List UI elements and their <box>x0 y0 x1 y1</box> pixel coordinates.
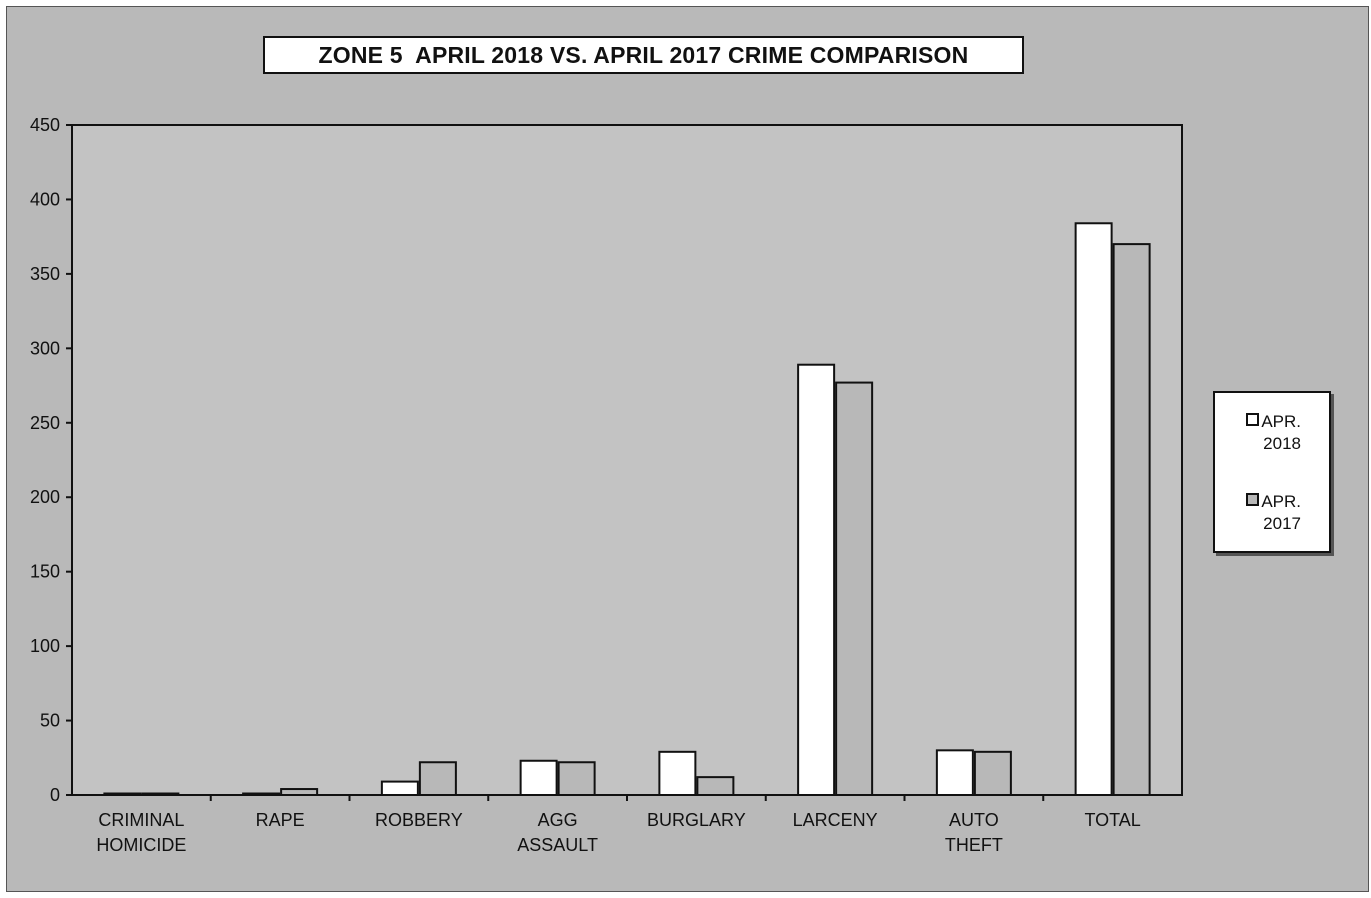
category-label-0-1: HOMICIDE <box>96 835 186 855</box>
category-label-2-0: ROBBERY <box>375 810 463 830</box>
y-tick-label-450: 450 <box>30 115 60 135</box>
y-tick-label-300: 300 <box>30 338 60 358</box>
category-label-1-0: RAPE <box>256 810 305 830</box>
plot-area <box>71 124 1183 796</box>
legend-swatch-2018 <box>1246 413 1260 426</box>
legend-label-2017-line1: APR. <box>1261 492 1301 511</box>
bar-2017-7 <box>1112 243 1151 797</box>
category-label-5-0: LARCENY <box>793 810 878 830</box>
bar-2017-5 <box>835 381 874 796</box>
bar-2018-2 <box>380 780 419 796</box>
bar-2017-3 <box>557 761 596 796</box>
legend-item-2018: APR. 2018 <box>1246 411 1301 455</box>
category-label-3-1: ASSAULT <box>517 835 598 855</box>
category-label-6-1: THEFT <box>945 835 1003 855</box>
bar-2017-4 <box>696 776 735 797</box>
bar-2018-6 <box>935 749 974 796</box>
category-label-4-0: BURGLARY <box>647 810 746 830</box>
bar-2018-3 <box>519 759 558 796</box>
legend-item-2017: APR. 2017 <box>1246 491 1301 535</box>
y-tick-label-350: 350 <box>30 264 60 284</box>
y-tick-label-50: 50 <box>40 711 60 731</box>
category-label-7-0: TOTAL <box>1084 810 1140 830</box>
bar-2017-6 <box>973 750 1012 796</box>
y-tick-label-400: 400 <box>30 189 60 209</box>
y-tick-label-0: 0 <box>50 785 60 805</box>
y-tick-label-150: 150 <box>30 562 60 582</box>
legend-swatch-2017 <box>1246 493 1260 506</box>
y-tick-label-200: 200 <box>30 487 60 507</box>
category-label-0-0: CRIMINAL <box>98 810 184 830</box>
legend-label-2018-line2: 2018 <box>1263 434 1301 453</box>
legend-label-2017-line2: 2017 <box>1263 514 1301 533</box>
bar-2018-5 <box>797 363 836 796</box>
category-label-6-0: AUTO <box>949 810 999 830</box>
y-tick-label-250: 250 <box>30 413 60 433</box>
chart-title: ZONE 5 APRIL 2018 VS. APRIL 2017 CRIME C… <box>318 41 969 68</box>
bar-2018-7 <box>1074 222 1113 796</box>
bar-2017-2 <box>418 761 457 796</box>
y-tick-label-100: 100 <box>30 636 60 656</box>
category-label-3-0: AGG <box>538 810 578 830</box>
legend-label-2018-line1: APR. <box>1261 412 1301 431</box>
legend: APR. 2018 APR. 2017 <box>1213 391 1331 553</box>
chart-title-box: ZONE 5 APRIL 2018 VS. APRIL 2017 CRIME C… <box>263 36 1024 74</box>
bar-2018-4 <box>658 750 697 796</box>
